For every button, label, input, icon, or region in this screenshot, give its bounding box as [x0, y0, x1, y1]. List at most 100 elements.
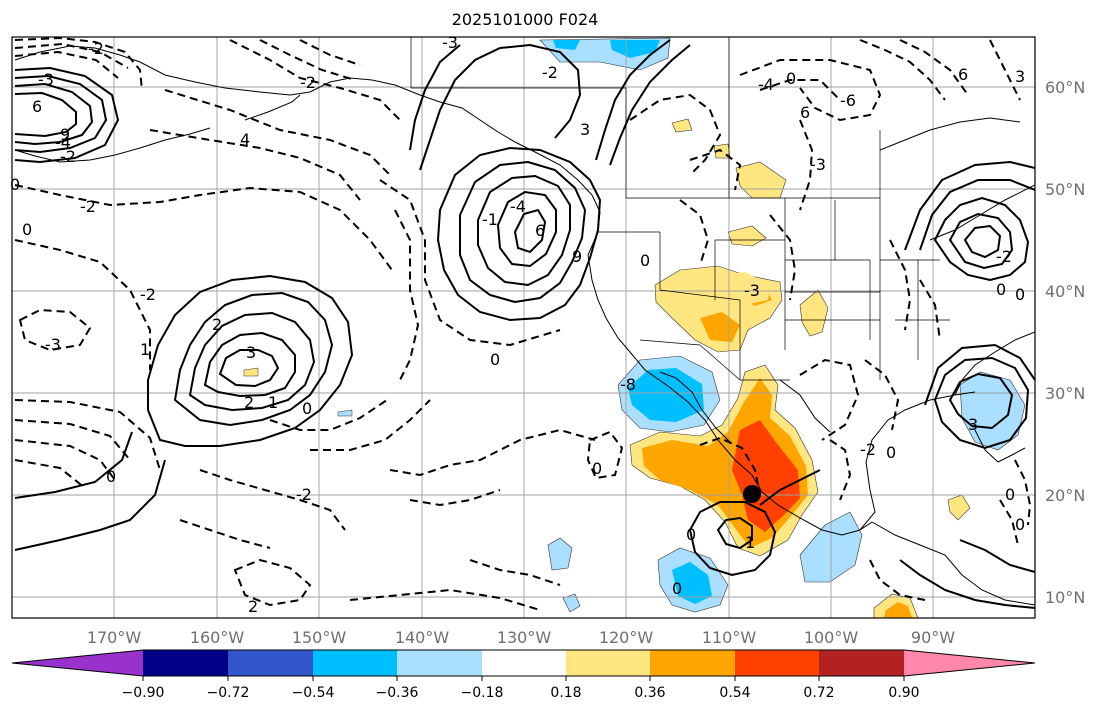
colorbar-tick-label: −0.90	[122, 685, 165, 701]
lat-label-50n: 50°N	[1045, 180, 1085, 199]
contour-labels: -2 -3 6 9 -4 -2 0 -2 4 0 -2 -3 2 1 3 2 1…	[10, 33, 1025, 616]
colorbar-tick-label: −0.72	[207, 685, 250, 701]
lon-label-110w: 110°W	[702, 628, 757, 647]
contour-label: 3	[968, 415, 978, 434]
colorbar: −0.90 −0.72 −0.54 −0.36 −0.18 0.18 0.36 …	[11, 649, 1036, 701]
contour-label: 0	[996, 280, 1006, 299]
borders	[410, 37, 950, 381]
map-frame	[11, 36, 1036, 619]
contour-label: -2	[542, 63, 558, 82]
solid-contours	[14, 39, 1035, 609]
contour-label: -3	[744, 281, 760, 300]
contour-label: 9	[572, 247, 582, 266]
contour-label: 2	[248, 597, 258, 616]
contour-label: 6	[32, 97, 42, 116]
contour-label: 9	[60, 125, 70, 144]
latitude-labels: 60°N 50°N 40°N 30°N 20°N 10°N	[1045, 78, 1085, 607]
contour-label: 0	[10, 175, 20, 194]
colorbar-tick-label: 0.54	[719, 685, 750, 701]
lon-label-140w: 140°W	[395, 628, 450, 647]
contour-label: -3	[38, 70, 54, 89]
contour-label: -4	[55, 133, 71, 152]
contour-label: -2	[996, 247, 1012, 266]
map-title: 2025101000 F024	[451, 10, 599, 29]
lat-label-40n: 40°N	[1045, 282, 1085, 301]
contour-label: -2	[296, 485, 312, 504]
contour-label: -8	[620, 375, 636, 394]
contour-label: 0	[1005, 485, 1015, 504]
lon-label-90w: 90°W	[911, 628, 955, 647]
contour-label: 0	[302, 399, 312, 418]
colorbar-segment	[566, 650, 650, 676]
contour-label: 0	[686, 525, 696, 544]
colorbar-segment	[228, 650, 313, 676]
contour-label: 0	[592, 459, 602, 478]
colorbar-segment	[904, 650, 1035, 676]
lon-label-170w: 170°W	[87, 628, 142, 647]
colorbar-tick-label: 0.18	[550, 685, 581, 701]
contour-label: -3	[442, 33, 458, 52]
contour-label: -2	[80, 197, 96, 216]
colorbar-tick-label: −0.54	[292, 685, 335, 701]
contour-label: 0	[1015, 285, 1025, 304]
contour-label: -2	[860, 440, 876, 459]
contour-label: -4	[758, 75, 774, 94]
colorbar-segment	[819, 650, 904, 676]
contour-label: 1	[745, 533, 755, 552]
contour-label: 0	[22, 220, 32, 239]
contour-label: -1	[482, 210, 498, 229]
colorbar-segment	[735, 650, 819, 676]
colorbar-segment	[313, 650, 397, 676]
contour-label: 3	[246, 343, 256, 362]
lat-label-20n: 20°N	[1045, 486, 1085, 505]
lon-label-120w: 120°W	[599, 628, 654, 647]
colorbar-segment	[397, 650, 482, 676]
contour-label: 0	[672, 579, 682, 598]
dashed-contours	[14, 37, 1032, 611]
colorbar-tick-label: 0.72	[803, 685, 834, 701]
contour-label: 0	[886, 443, 896, 462]
longitude-labels: 170°W 160°W 150°W 140°W 130°W 120°W 110°…	[87, 628, 955, 647]
lon-label-150w: 150°W	[292, 628, 347, 647]
contour-label: 0	[786, 69, 796, 88]
lon-label-130w: 130°W	[497, 628, 552, 647]
contour-label: 6	[800, 103, 810, 122]
shading-layer	[243, 37, 1026, 618]
contour-label: 4	[240, 130, 250, 149]
contour-label: 1	[268, 393, 278, 412]
lat-label-10n: 10°N	[1045, 588, 1085, 607]
gridlines	[12, 37, 1035, 618]
contour-label: 1	[140, 340, 150, 359]
contour-label: 2	[244, 393, 254, 412]
contour-label: -3	[45, 335, 61, 354]
lat-label-30n: 30°N	[1045, 384, 1085, 403]
contour-label: -6	[840, 91, 856, 110]
contour-label: -4	[510, 197, 526, 216]
contour-label: -2	[140, 285, 156, 304]
colorbar-segment	[143, 650, 228, 676]
storm-center-marker	[743, 485, 761, 503]
lon-label-100w: 100°W	[804, 628, 859, 647]
colorbar-tick-label: 0.36	[634, 685, 665, 701]
contour-label: 3	[580, 120, 590, 139]
contour-label: 2	[212, 315, 222, 334]
contour-label: 6	[958, 65, 968, 84]
contour-label: -2	[60, 147, 76, 166]
colorbar-segment	[12, 650, 143, 676]
contour-label: 0	[490, 350, 500, 369]
contour-label: 0	[106, 467, 116, 486]
contour-label: 0	[640, 251, 650, 270]
contour-label: -2	[300, 73, 316, 92]
colorbar-tick-label: 0.90	[888, 685, 919, 701]
contour-label: 0	[1015, 515, 1025, 534]
colorbar-tick-label: −0.18	[461, 685, 504, 701]
contour-label: -2	[88, 39, 104, 58]
colorbar-segment	[482, 650, 566, 676]
contour-label: 3	[1015, 67, 1025, 86]
colorbar-segment	[650, 650, 735, 676]
lat-label-60n: 60°N	[1045, 78, 1085, 97]
lon-label-160w: 160°W	[190, 628, 245, 647]
colorbar-tick-label: −0.36	[376, 685, 419, 701]
contour-label: -3	[810, 155, 826, 174]
